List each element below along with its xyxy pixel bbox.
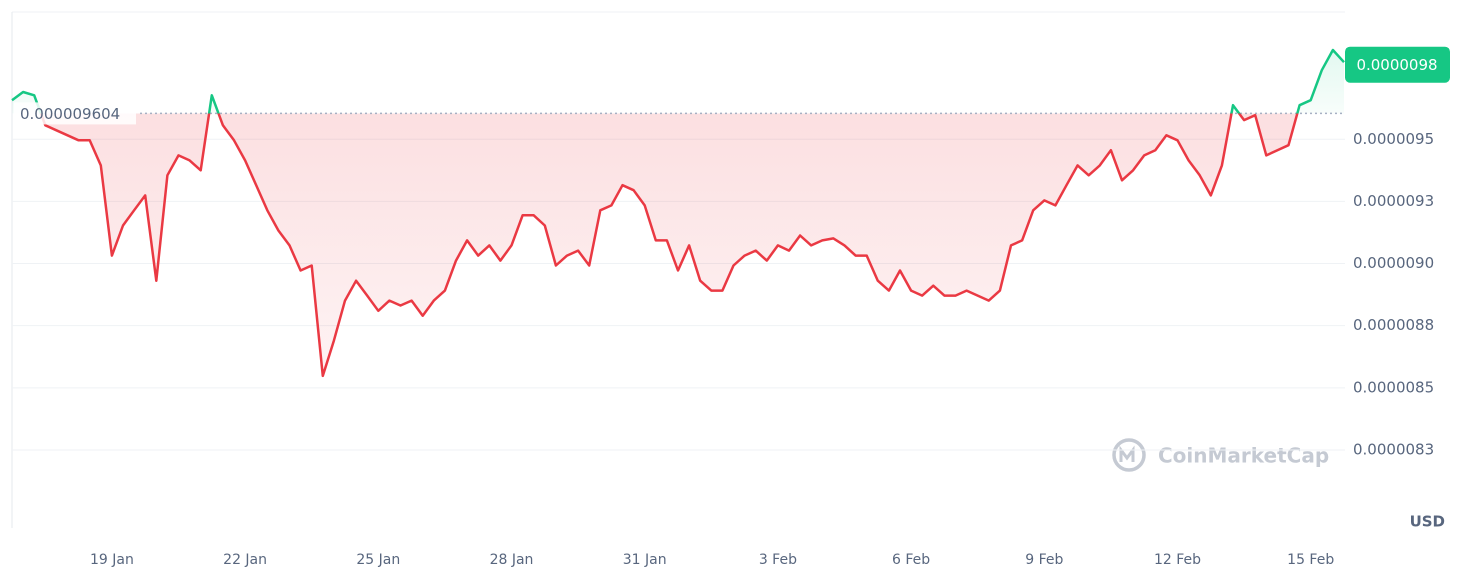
y-unit: USD [1410, 513, 1445, 531]
price-line [11, 48, 1345, 378]
current-price-tag [1345, 46, 1450, 83]
price-area [12, 50, 1344, 376]
y-tick-label: 0.0000088 [1353, 316, 1434, 334]
current-price-label: 0.0000098 [1356, 56, 1437, 74]
x-tick-label: 25 Jan [356, 552, 400, 568]
x-tick-label: 31 Jan [623, 552, 667, 568]
watermark: CoinMarketCap [1158, 444, 1329, 468]
x-tick-label: 28 Jan [490, 552, 534, 568]
baseline-label-bg [14, 102, 136, 125]
x-tick-label: 6 Feb [892, 552, 930, 568]
y-tick-label: 0.0000093 [1353, 192, 1434, 210]
x-tick-label: 9 Feb [1025, 552, 1063, 568]
watermark-logo [1112, 438, 1146, 472]
x-tick-label: 22 Jan [223, 552, 267, 568]
x-tick-label: 19 Jan [90, 552, 134, 568]
y-tick-label: 0.0000095 [1353, 130, 1434, 148]
y-tick-label: 0.0000090 [1353, 254, 1434, 272]
x-tick-label: 15 Feb [1287, 552, 1334, 568]
baseline-label: 0.000009604 [20, 105, 120, 123]
x-tick-label: 12 Feb [1154, 552, 1201, 568]
x-tick-label: 3 Feb [759, 552, 797, 568]
y-tick-label: 0.0000083 [1353, 440, 1434, 458]
y-tick-label: 0.0000085 [1353, 378, 1434, 396]
